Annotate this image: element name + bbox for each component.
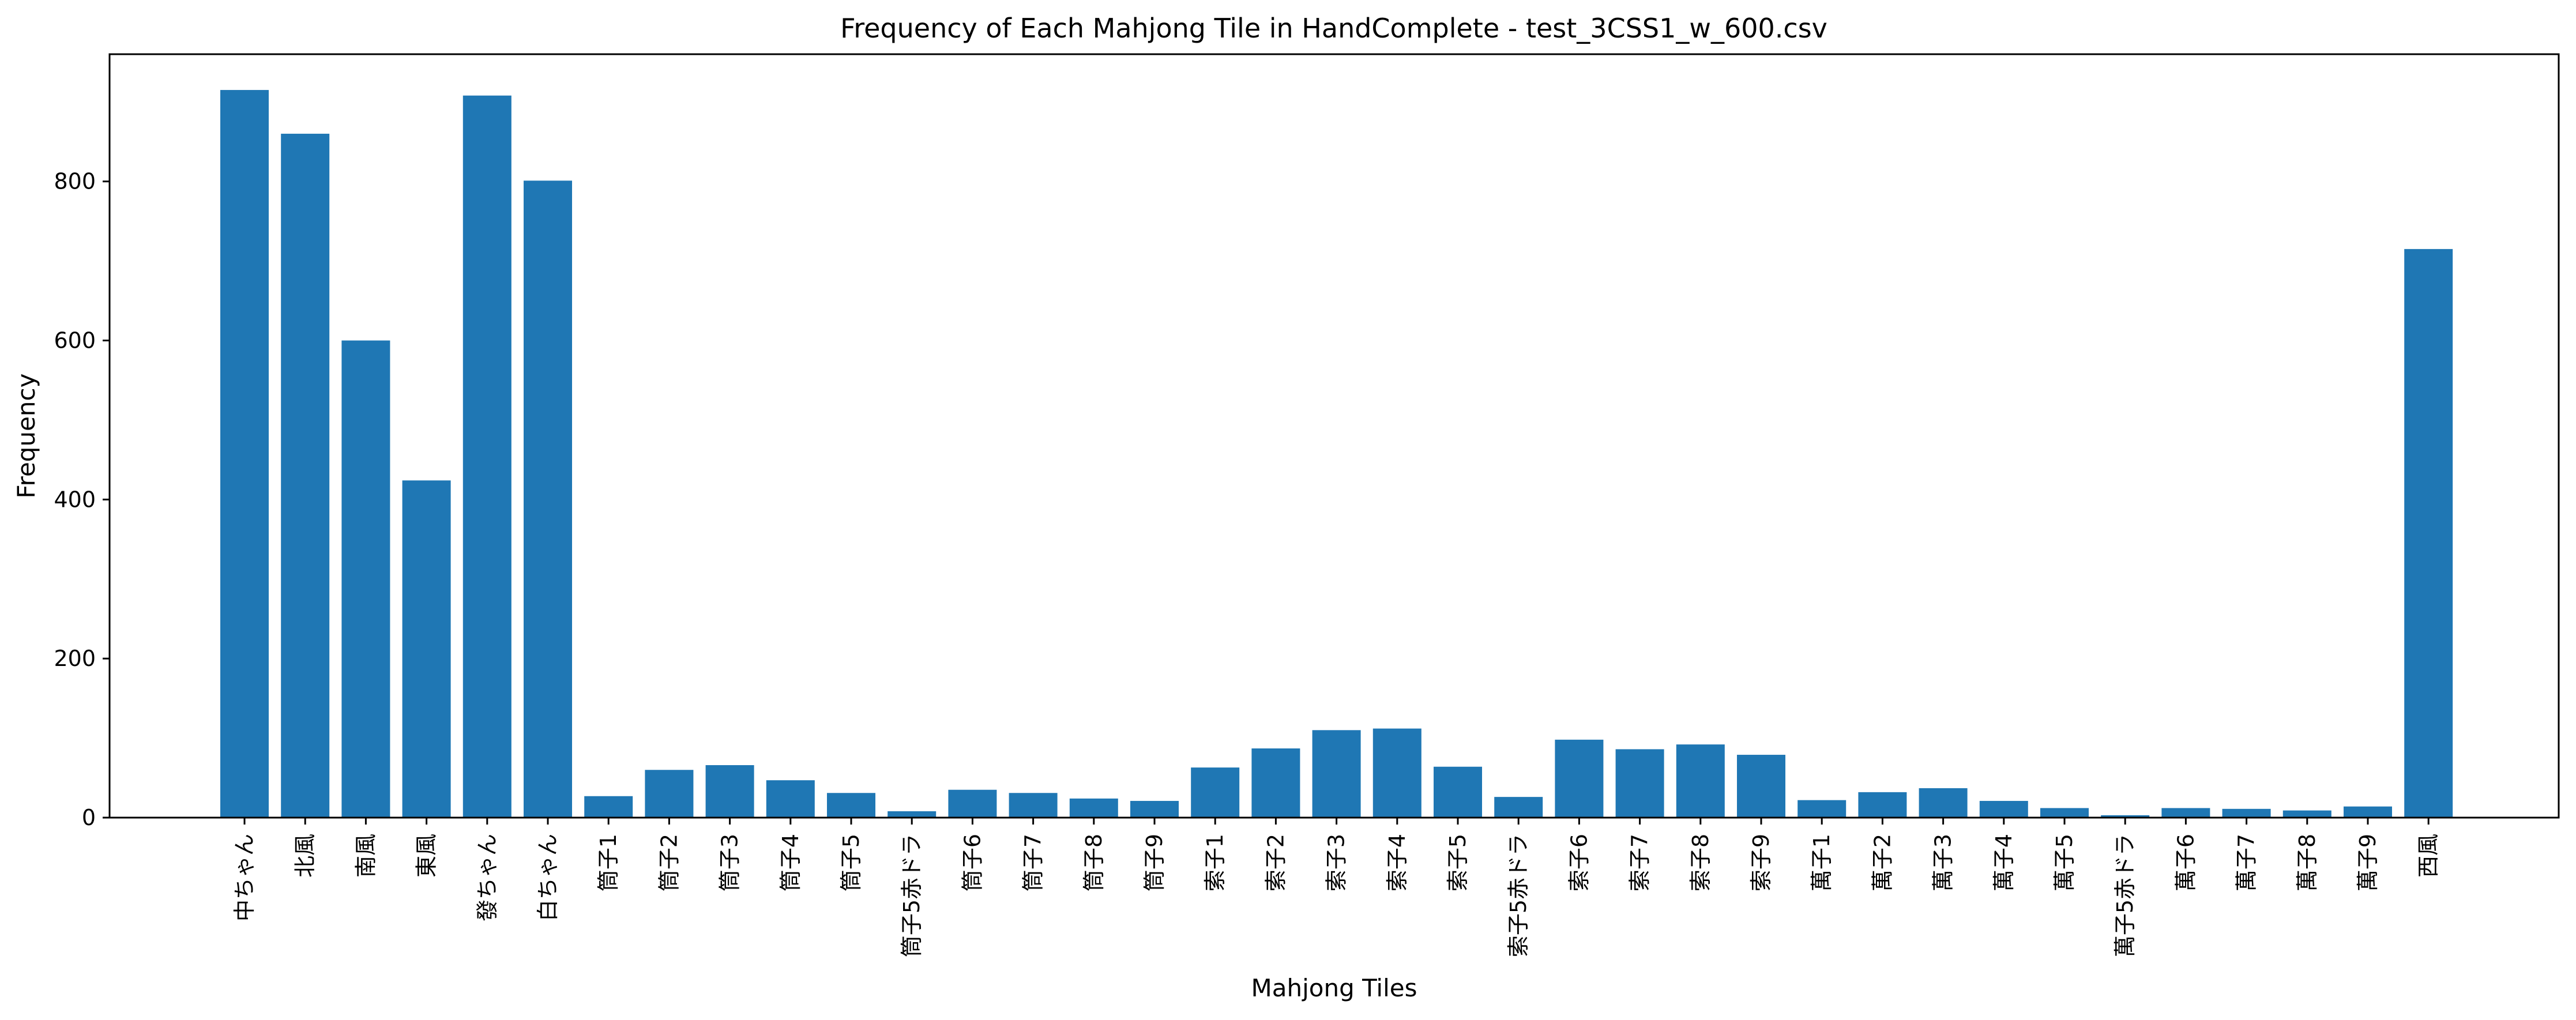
x-tick-label: 筒子7 <box>1021 834 1046 891</box>
x-tick-label: 索子1 <box>1202 834 1228 891</box>
bar <box>2282 810 2331 818</box>
bar <box>2101 815 2150 818</box>
y-tick-label: 400 <box>54 487 96 512</box>
bar <box>462 95 512 818</box>
x-tick-label: 萬子3 <box>1931 834 1956 891</box>
chart-title: Frequency of Each Mahjong Tile in HandCo… <box>840 13 1827 44</box>
x-tick-label: 索子3 <box>1324 834 1349 891</box>
x-tick-label: 索子5 <box>1445 834 1471 891</box>
x-tick-label: 萬子9 <box>2355 834 2381 891</box>
bar <box>1251 748 1300 818</box>
bar <box>1858 792 1907 818</box>
bar <box>766 780 815 818</box>
x-tick-label: 中ちゃん <box>232 834 257 921</box>
x-tick-label: 筒子8 <box>1081 834 1107 891</box>
x-tick-label: 萬子8 <box>2295 834 2320 891</box>
bar <box>2222 808 2271 818</box>
bar <box>1676 744 1725 818</box>
bar <box>402 480 451 818</box>
x-tick-label: 南風 <box>353 834 378 878</box>
bar <box>2404 249 2453 818</box>
x-tick-label: 萬子5 <box>2052 834 2077 891</box>
x-tick-label: 萬子2 <box>1870 834 1895 891</box>
bar <box>1009 793 1058 818</box>
x-tick-label: 索子4 <box>1385 834 1410 891</box>
bar <box>1979 801 2028 818</box>
x-tick-label: 西風 <box>2416 834 2441 878</box>
bar <box>1191 767 1240 818</box>
bar <box>2344 806 2392 818</box>
bar <box>1615 749 1664 818</box>
bar <box>1372 728 1421 818</box>
x-tick-label: 索子7 <box>1627 834 1653 891</box>
bar <box>281 133 330 818</box>
bar <box>584 796 633 818</box>
x-tick-label: 筒子3 <box>717 834 743 891</box>
x-tick-label: 萬子1 <box>1809 834 1834 891</box>
x-tick-label: 筒子5 <box>838 834 864 891</box>
x-tick-label: 萬子7 <box>2234 834 2259 891</box>
bar <box>1069 798 1118 818</box>
x-tick-label: 索子2 <box>1263 834 1288 891</box>
bar <box>2040 808 2089 818</box>
x-tick-label: 索子6 <box>1566 834 1592 891</box>
x-tick-label: 萬子5赤ドラ <box>2112 834 2138 957</box>
x-tick-label: 白ちゃん <box>535 834 561 921</box>
x-tick-label: 筒子6 <box>960 834 985 891</box>
x-tick-label: 東風 <box>414 834 439 878</box>
plot-area: 中ちゃん 北風 南風 東風 發ちゃん 白ちゃん 筒子1 筒子2 筒子3 筒子4 筒子5 筒子5赤ドラ 筒… <box>54 90 2453 957</box>
bar <box>1737 755 1785 818</box>
x-tick-label: 萬子6 <box>2173 834 2198 891</box>
x-tick-label: 索子8 <box>1688 834 1713 891</box>
x-tick-label: 筒子4 <box>778 834 803 891</box>
bar <box>524 180 572 818</box>
bar <box>1919 788 1968 818</box>
bar <box>888 811 937 818</box>
bar <box>705 765 754 818</box>
x-tick-label: 發ちゃん <box>475 834 500 921</box>
bar <box>1797 800 1847 818</box>
bar <box>1494 797 1543 818</box>
bar <box>1434 766 1482 818</box>
x-tick-label: 筒子5赤ドラ <box>899 834 924 957</box>
bar <box>341 340 390 818</box>
x-tick-label: 索子5赤ドラ <box>1506 834 1531 957</box>
bar <box>1312 730 1361 818</box>
y-tick-label: 600 <box>54 328 96 353</box>
plot-frame <box>108 53 2560 819</box>
bar <box>1555 739 1604 818</box>
x-tick-label: 萬子4 <box>1991 834 2017 891</box>
bar <box>948 789 997 818</box>
x-tick-label: 筒子9 <box>1142 834 1167 891</box>
bar <box>220 90 269 818</box>
x-axis-label: Mahjong Tiles <box>1251 974 1417 1002</box>
x-tick-label: 筒子2 <box>656 834 682 891</box>
bar <box>827 793 875 818</box>
y-axis-label: Frequency <box>12 374 40 499</box>
bar <box>645 770 694 818</box>
x-tick-label: 索子9 <box>1748 834 1774 891</box>
x-tick-label: 筒子1 <box>596 834 621 891</box>
bar <box>1130 801 1179 818</box>
y-tick-label: 200 <box>54 646 96 671</box>
bar <box>2161 808 2210 818</box>
y-tick-label: 800 <box>54 169 96 194</box>
y-tick-label: 0 <box>82 805 96 830</box>
x-tick-label: 北風 <box>292 834 318 878</box>
